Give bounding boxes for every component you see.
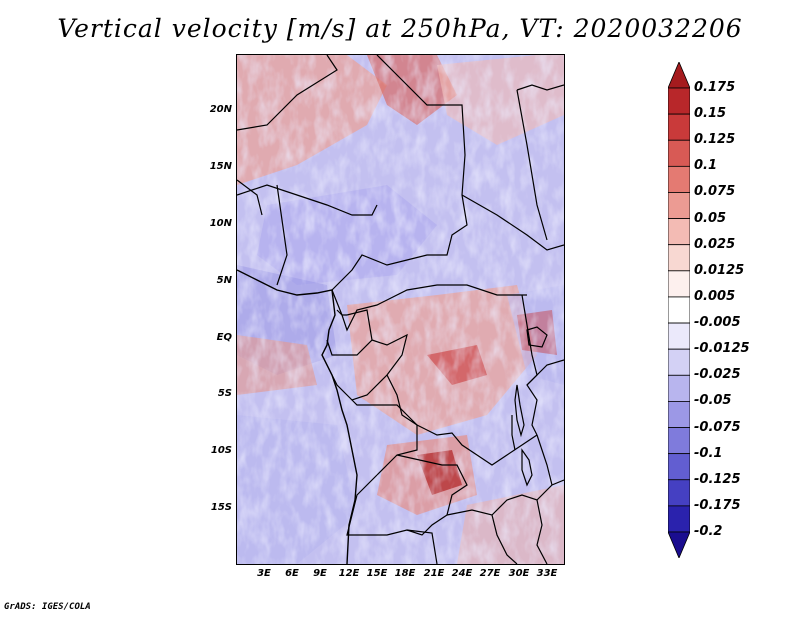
lon-label: 6E xyxy=(285,568,299,579)
colorbar-swatch xyxy=(668,113,690,141)
colorbar-swatch xyxy=(668,453,690,481)
colorbar-label: 0.025 xyxy=(694,236,736,252)
colorbar-label: -0.005 xyxy=(694,315,741,331)
colorbar-swatch xyxy=(668,244,690,272)
colorbar-label: -0.175 xyxy=(694,497,741,513)
colorbar-label: 0.125 xyxy=(694,132,736,148)
colorbar-swatch xyxy=(668,139,690,167)
colorbar-top-cap xyxy=(668,62,690,89)
colorbar-swatch xyxy=(668,401,690,428)
colorbar-label: 0.0125 xyxy=(694,262,745,278)
colorbar-swatch xyxy=(668,505,690,533)
colorbar xyxy=(668,62,690,558)
colorbar-swatch xyxy=(668,192,690,219)
colorbar-label: 0.005 xyxy=(694,288,736,304)
colorbar-label: -0.075 xyxy=(694,419,741,435)
colorbar-label: 0.1 xyxy=(694,158,718,174)
lon-label: 30E xyxy=(508,568,530,579)
colorbar-label: -0.025 xyxy=(694,367,741,383)
lon-label: 15E xyxy=(366,568,388,579)
colorbar-swatch xyxy=(668,374,690,402)
grads-credit: GrADS: IGES/COLA xyxy=(4,602,91,612)
lon-label: 24E xyxy=(451,568,473,579)
lon-label: 21E xyxy=(423,568,445,579)
lat-label: 5S xyxy=(217,388,232,399)
colorbar-swatch xyxy=(668,165,690,193)
colorbar-swatch xyxy=(668,322,690,350)
coastline xyxy=(237,269,358,564)
lon-label: 33E xyxy=(536,568,558,579)
colorbar-label: -0.0125 xyxy=(694,341,750,357)
chart-title: Vertical velocity [m/s] at 250hPa, VT: 2… xyxy=(57,14,743,43)
colorbar-label: 0.175 xyxy=(694,80,736,95)
colorbar-label: -0.2 xyxy=(694,524,723,539)
map-panel xyxy=(236,54,565,565)
colorbar-label: -0.05 xyxy=(694,393,732,409)
colorbar-swatch xyxy=(668,479,690,507)
lat-label: 15S xyxy=(210,502,232,513)
lat-label: 20N xyxy=(209,104,232,115)
colorbar-swatch xyxy=(668,270,690,298)
lat-label: 15N xyxy=(209,161,232,172)
lakes xyxy=(511,326,548,487)
lon-label: 27E xyxy=(479,568,501,579)
lat-label: 10S xyxy=(210,445,232,456)
colorbar-label: 0.15 xyxy=(694,106,727,122)
colorbar-label: 0.075 xyxy=(694,184,736,200)
lat-label: 5N xyxy=(216,275,232,286)
lat-label: 10N xyxy=(209,218,232,229)
lat-label: EQ xyxy=(216,332,232,343)
colorbar-label: -0.1 xyxy=(694,445,723,461)
colorbar-swatch xyxy=(668,348,690,376)
colorbar-swatch xyxy=(668,296,690,324)
colorbar-label: -0.125 xyxy=(694,471,741,487)
lon-label: 18E xyxy=(394,568,416,579)
lon-label: 9E xyxy=(313,568,327,579)
country-borders xyxy=(237,55,564,564)
colorbar-swatch xyxy=(668,218,690,246)
colorbar-label: 0.05 xyxy=(694,210,727,226)
lon-label: 3E xyxy=(257,568,271,579)
lon-label: 12E xyxy=(338,568,360,579)
velocity-field xyxy=(237,55,564,564)
colorbar-swatch xyxy=(668,427,690,455)
colorbar-swatch xyxy=(668,87,690,115)
colorbar-bottom-cap xyxy=(668,531,690,558)
